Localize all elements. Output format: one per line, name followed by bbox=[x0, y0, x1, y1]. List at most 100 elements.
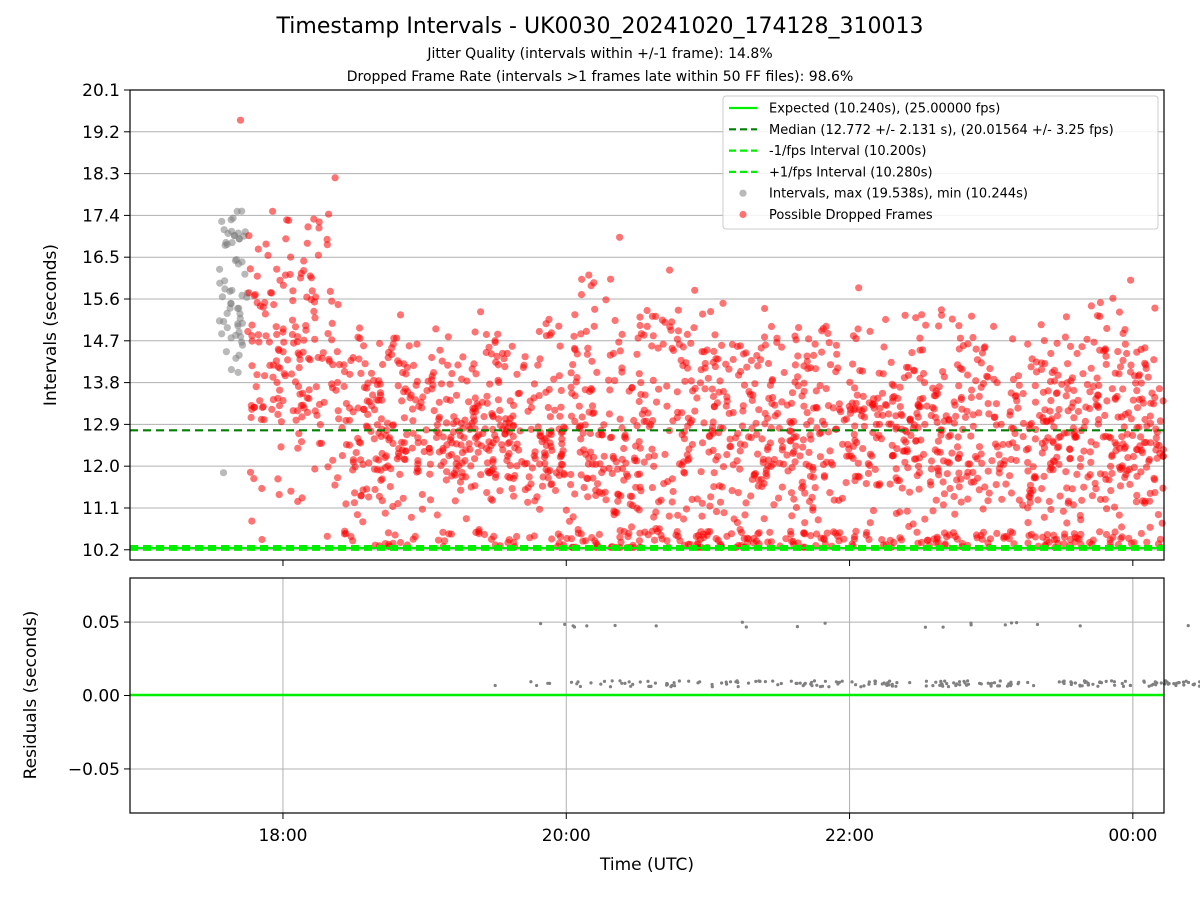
dropped-frame-point bbox=[428, 385, 436, 393]
dropped-frame-point bbox=[354, 333, 362, 341]
dropped-frame-point bbox=[286, 270, 294, 279]
dropped-frame-point bbox=[1013, 444, 1021, 452]
dropped-frame-point bbox=[1146, 523, 1154, 531]
residual-point bbox=[1186, 624, 1190, 628]
dropped-frame-point bbox=[428, 376, 436, 384]
dropped-frame-point bbox=[1108, 385, 1116, 393]
y-tick-label: 13.8 bbox=[82, 374, 120, 394]
dropped-frame-point bbox=[872, 420, 880, 428]
dropped-frame-point bbox=[707, 493, 715, 501]
dropped-frame-point bbox=[764, 443, 772, 451]
dropped-frame-point bbox=[289, 407, 297, 415]
dropped-frame-point bbox=[712, 355, 720, 363]
dropped-frame-point bbox=[860, 413, 869, 421]
dropped-frame-point bbox=[593, 368, 601, 376]
dropped-frame-point bbox=[875, 431, 883, 439]
residual-point bbox=[890, 684, 895, 688]
dropped-frame-point bbox=[1080, 483, 1088, 491]
dropped-frame-point bbox=[486, 380, 494, 388]
dropped-frame-point bbox=[1050, 531, 1058, 539]
residual-point bbox=[795, 681, 799, 686]
dropped-frame-point bbox=[992, 400, 1001, 408]
dropped-frame-point bbox=[1015, 381, 1023, 389]
dropped-frame-point bbox=[1118, 533, 1126, 541]
dropped-frame-point bbox=[890, 382, 898, 390]
dropped-frame-point bbox=[892, 412, 900, 420]
dropped-frame-point bbox=[355, 355, 363, 363]
dropped-frame-point bbox=[636, 313, 644, 321]
dropped-frame-point bbox=[652, 312, 660, 320]
dropped-frame-point bbox=[384, 529, 392, 537]
dropped-frame-point bbox=[709, 423, 717, 431]
dropped-frame-point bbox=[851, 422, 859, 430]
dropped-frame-point bbox=[680, 515, 688, 523]
dropped-frame-point bbox=[458, 375, 466, 383]
dropped-frame-point bbox=[508, 342, 516, 350]
dropped-frame-point bbox=[577, 530, 585, 538]
dropped-frame-point bbox=[952, 412, 960, 420]
dropped-frame-point bbox=[706, 432, 714, 440]
residual-point bbox=[653, 681, 658, 685]
dropped-frame-point bbox=[419, 393, 427, 401]
dropped-frame-point bbox=[906, 488, 914, 496]
dropped-frame-point bbox=[272, 357, 280, 365]
dropped-frame-point bbox=[995, 451, 1003, 459]
dropped-frame-point bbox=[648, 445, 656, 453]
residual-point bbox=[710, 682, 714, 687]
y-tick-label: 12.9 bbox=[82, 415, 120, 435]
dropped-frame-point bbox=[818, 348, 826, 356]
residual-point bbox=[563, 622, 567, 627]
dropped-frame-point bbox=[1011, 392, 1019, 400]
x-tick-label: 00:00 bbox=[1108, 826, 1157, 846]
dropped-frame-point bbox=[740, 381, 749, 389]
dropped-frame-point bbox=[933, 418, 941, 426]
dropped-frame-point bbox=[365, 493, 373, 501]
dropped-frame-point bbox=[822, 385, 830, 393]
dropped-frame-point bbox=[245, 289, 253, 297]
dropped-frame-point bbox=[394, 500, 402, 508]
dropped-frame-point bbox=[342, 416, 350, 425]
dropped-frame-point bbox=[709, 418, 717, 426]
dropped-frame-point bbox=[825, 339, 833, 347]
dropped-frame-point bbox=[906, 415, 914, 423]
dropped-frame-point bbox=[833, 350, 841, 358]
interval-point bbox=[227, 299, 235, 307]
dropped-frame-point bbox=[413, 465, 421, 473]
dropped-frame-point bbox=[582, 537, 590, 545]
dropped-frame-point bbox=[279, 281, 287, 289]
dropped-frame-point bbox=[444, 361, 452, 369]
dropped-frame-point bbox=[442, 419, 451, 427]
dropped-frame-point bbox=[346, 404, 354, 412]
dropped-frame-point bbox=[765, 394, 773, 402]
interval-point bbox=[231, 257, 239, 265]
dropped-frame-point bbox=[1137, 433, 1145, 441]
dropped-frame-point bbox=[681, 377, 689, 385]
dropped-frame-point bbox=[359, 486, 367, 494]
dropped-frame-point bbox=[993, 529, 1001, 538]
dropped-frame-point bbox=[668, 498, 676, 506]
dropped-frame-point bbox=[342, 529, 350, 538]
dropped-frame-point bbox=[728, 340, 737, 349]
legend-label: Intervals, max (19.538s), min (10.244s) bbox=[769, 187, 1028, 202]
dropped-frame-point bbox=[663, 402, 671, 410]
dropped-frame-point bbox=[650, 536, 659, 544]
residual-point bbox=[908, 681, 912, 685]
dropped-frame-point bbox=[269, 373, 277, 381]
dropped-frame-point bbox=[826, 447, 834, 455]
dropped-frame-point bbox=[635, 537, 644, 545]
residual-point bbox=[1123, 679, 1127, 683]
dropped-frame-point bbox=[726, 443, 734, 451]
dropped-frame-point bbox=[1038, 485, 1046, 493]
dropped-frame-point bbox=[767, 322, 776, 331]
dropped-frame-point bbox=[311, 335, 319, 343]
dropped-frame-point bbox=[439, 433, 447, 441]
dropped-frame-point bbox=[311, 465, 319, 473]
dropped-frame-point bbox=[556, 533, 565, 541]
residual-point bbox=[979, 682, 983, 686]
residual-point bbox=[629, 684, 633, 688]
dropped-frame-point bbox=[356, 324, 364, 332]
dropped-frame-point bbox=[621, 431, 629, 439]
dropped-frame-point bbox=[904, 464, 912, 472]
dropped-frame-point bbox=[435, 398, 443, 406]
dropped-frame-point bbox=[649, 332, 657, 340]
